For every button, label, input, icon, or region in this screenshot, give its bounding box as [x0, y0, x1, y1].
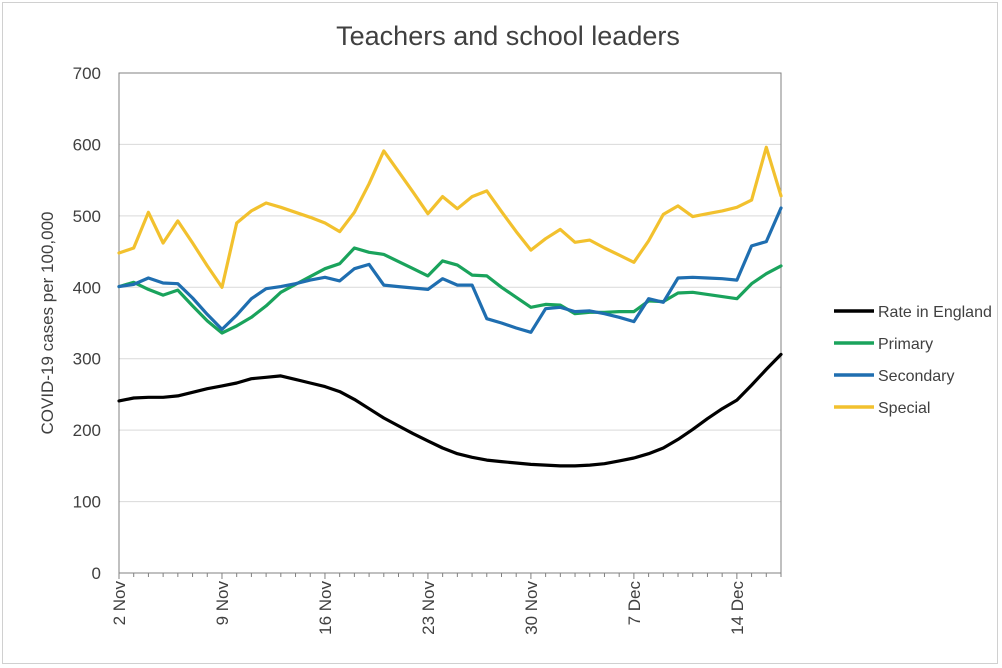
y-tick-label: 100: [73, 493, 101, 512]
x-tick-label: 14 Dec: [728, 581, 747, 635]
y-tick-label: 400: [73, 278, 101, 297]
legend: Rate in England Primary Secondary Special: [834, 304, 992, 417]
series-line-rate-in-england: [117, 352, 783, 468]
legend-label: Primary: [878, 336, 933, 353]
y-tick-label: 300: [73, 350, 101, 369]
series-lines: [117, 145, 783, 468]
legend-label: Rate in England: [878, 304, 992, 321]
x-tick-label: 9 Nov: [213, 581, 232, 626]
series-line-secondary: [117, 206, 783, 334]
y-tick-label: 700: [73, 64, 101, 83]
series-line-special: [117, 145, 783, 289]
plot-area-border: [118, 72, 782, 574]
x-tick-label: 2 Nov: [110, 581, 129, 626]
legend-label: Secondary: [878, 368, 955, 385]
x-tick-label: 30 Nov: [522, 581, 541, 635]
axes: 0 100 200 300 400 500 600 700 2 Nov 9 Nov 16 Nov 23…: [73, 64, 782, 635]
legend-label: Special: [878, 400, 930, 417]
chart-title: Teachers and school leaders: [336, 21, 680, 51]
series-line-primary: [117, 246, 783, 335]
y-tick-label: 600: [73, 135, 101, 154]
y-tick-label: 200: [73, 421, 101, 440]
x-tick-label: 16 Nov: [316, 581, 335, 635]
y-tick-label: 500: [73, 207, 101, 226]
y-tick-label: 0: [92, 564, 101, 583]
x-tick-label: 7 Dec: [625, 581, 644, 626]
x-tick-label: 23 Nov: [419, 581, 438, 635]
y-axis-title: COVID-19 cases per 100,000: [38, 211, 57, 434]
